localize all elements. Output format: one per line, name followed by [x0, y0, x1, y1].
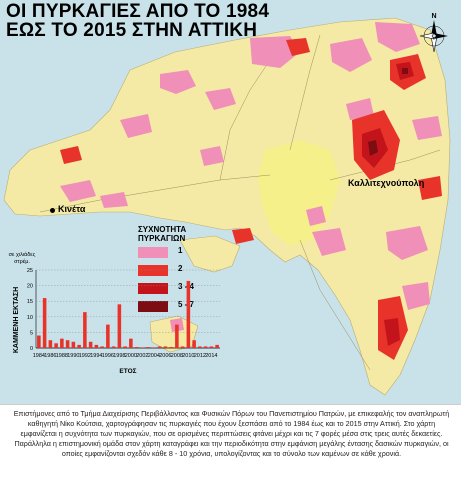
chart-bar-2010 — [186, 280, 191, 348]
chart-y-tick-label: 10 — [27, 315, 33, 321]
chart-bar-1987 — [54, 343, 58, 348]
chart-y-tick-label: 25 — [27, 268, 33, 274]
fires-frequency-5-7 — [368, 68, 408, 156]
legend-swatch-3-4 — [138, 283, 168, 294]
chart-bar-2011 — [192, 340, 196, 348]
chart-y-tick-label: 20 — [27, 284, 33, 290]
kineta-marker — [50, 208, 55, 213]
aegina-island — [149, 315, 199, 353]
legend-label-5-7: 5 - 7 — [178, 300, 195, 309]
map-title-line-1: ΟΙ ΠΥΡΚΑΓΙΕΣ ΑΠΟ ΤΟ 1984 — [6, 1, 270, 22]
legend-title-line-1: ΣΥΧΝΟΤΗΤΑ — [138, 225, 187, 234]
chart-bar-1996 — [106, 324, 110, 348]
chart-x-tick-label: 2014 — [205, 353, 217, 359]
chart-bar-1988 — [60, 338, 64, 348]
legend-title-line-2: ΠΥΡΚΑΓΙΩΝ — [138, 234, 186, 243]
chart-bar-1985 — [42, 298, 47, 348]
chart-bar-1994 — [94, 344, 99, 348]
chart-bar-2014 — [209, 346, 214, 348]
chart-bar-2008 — [175, 324, 179, 348]
burned-area-chart: σε χιλιάδες στρέμ. ΚΑΜΜΕΝΗ ΕΚΤΑΣΗ ΕΤΟΣ 0… — [0, 244, 225, 380]
chart-bar-2012 — [198, 346, 202, 348]
chart-x-tick-label: 2012 — [194, 353, 206, 359]
chart-bar-2006 — [163, 346, 168, 348]
chart-bar-2015 — [215, 344, 219, 348]
chart-bar-2005 — [157, 346, 162, 348]
chart-bar-1989 — [65, 340, 70, 348]
chart-bar-2004 — [152, 347, 156, 348]
chart-bar-1998 — [117, 304, 122, 348]
attica-land — [3, 17, 451, 396]
legend-item-1: 1 — [138, 246, 228, 261]
chart-x-tick-label: 1988 — [56, 353, 68, 359]
chart-bar-1991 — [77, 344, 81, 348]
chart-bar-2002 — [140, 347, 145, 348]
chart-bar-2013 — [203, 346, 208, 348]
chart-x-tick-label: 2004 — [148, 353, 160, 359]
svg-text:N: N — [431, 13, 436, 20]
chart-bar-2009 — [180, 346, 185, 348]
chart-unit-label-line-2: στρέμ. — [14, 258, 30, 265]
chart-x-tick-label: 2008 — [171, 353, 183, 359]
legend-item-2: 2 — [138, 264, 228, 279]
legend-swatch-2 — [138, 265, 168, 276]
legend-label-3-4: 3 - 4 — [178, 282, 195, 291]
burned-area-chart-svg: σε χιλιάδες στρέμ. ΚΑΜΜΕΝΗ ΕΚΤΑΣΗ ΕΤΟΣ 0… — [9, 251, 220, 375]
frequency-legend: ΣΥΧΝΟΤΗΤΑ ΠΥΡΚΑΓΙΩΝ 1 2 3 - 4 5 - 7 — [138, 225, 228, 315]
caption-text: Επιστήμονες από το Τμήμα Διαχείρισης Περ… — [13, 409, 450, 458]
legend-swatch-1 — [138, 247, 168, 258]
legend-item-3-4: 3 - 4 — [138, 282, 228, 297]
chart-y-tick-label: 5 — [30, 330, 33, 336]
chart-x-tick-label: 1996 — [102, 353, 114, 359]
map-canvas — [3, 17, 451, 396]
chart-bar-1990 — [71, 341, 76, 348]
chart-unit-label-line-1: σε χιλιάδες — [9, 251, 36, 258]
chart-x-tick-label: 1986 — [44, 353, 56, 359]
chart-bar-1992 — [83, 312, 87, 348]
fires-frequency-1 — [60, 22, 442, 332]
chart-x-tick-label: 2000 — [125, 353, 137, 359]
place-label-kineta: Κινέτα — [58, 204, 86, 214]
legend-item-5-7: 5 - 7 — [138, 300, 228, 315]
caption-box: Επιστήμονες από το Τμήμα Διαχείρισης Περ… — [0, 404, 461, 500]
chart-x-tick-label: 1992 — [79, 353, 91, 359]
chart-x-tick-label: 2010 — [182, 353, 194, 359]
chart-x-tick-label: 1984 — [33, 353, 45, 359]
chart-bar-1986 — [48, 340, 53, 348]
map-title-line-2: ΕΩΣ ΤΟ 2015 ΣΤΗΝ ΑΤΤΙΚΗ — [6, 20, 258, 41]
chart-x-tick-label: 1990 — [67, 353, 79, 359]
chart-bar-1995 — [100, 346, 104, 348]
legend-label-2: 2 — [178, 264, 183, 273]
chart-y-tick-label: 15 — [27, 299, 33, 305]
chart-bar-2001 — [134, 347, 139, 348]
chart-x-tick-label: 1998 — [113, 353, 125, 359]
chart-bar-1997 — [111, 346, 116, 348]
legend-swatch-5-7 — [138, 301, 168, 312]
salamina-island — [179, 235, 241, 273]
chart-x-axis-label: ΕΤΟΣ — [119, 368, 136, 375]
chart-x-tick-label: 2002 — [136, 353, 148, 359]
chart-x-tick-label: 2006 — [159, 353, 171, 359]
chart-y-axis-label: ΚΑΜΜΕΝΗ ΕΚΤΑΣΗ — [13, 287, 20, 353]
legend-title: ΣΥΧΝΟΤΗΤΑ ΠΥΡΚΑΓΙΩΝ — [138, 225, 228, 243]
chart-bar-1999 — [123, 346, 127, 348]
chart-bar-2007 — [169, 347, 173, 348]
chart-bar-1984 — [37, 335, 41, 348]
compass-rose-icon: N — [419, 13, 448, 53]
chart-bar-2000 — [129, 338, 133, 348]
attica-fire-map: ΟΙ ΠΥΡΚΑΓΙΕΣ ΑΠΟ ΤΟ 1984 ΕΩΣ ΤΟ 2015 ΣΤΗ… — [0, 0, 461, 404]
legend-label-1: 1 — [178, 246, 183, 255]
chart-bar-2003 — [146, 347, 150, 348]
place-label-kallitechnoupoli: Καλλιτεχνούπολη — [348, 178, 425, 188]
chart-x-tick-label: 1994 — [90, 353, 102, 359]
chart-bar-1993 — [88, 341, 93, 348]
chart-y-tick-label: 0 — [30, 346, 33, 352]
